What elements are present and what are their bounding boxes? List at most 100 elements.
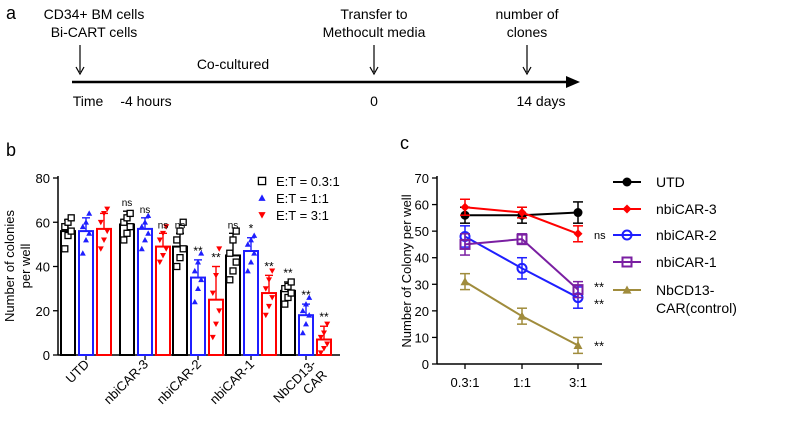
down-arrow-start-head [75, 66, 85, 76]
bar-data-point [303, 301, 309, 307]
bar-data-point [83, 236, 89, 243]
bar-data-point [299, 329, 306, 336]
line-data-point [516, 262, 528, 274]
bar [137, 227, 153, 356]
bar-data-point [163, 246, 170, 252]
line-y-tick-label: 60 [415, 198, 429, 213]
bar-data-point [287, 278, 295, 286]
bar-y-axis-label-line: Number of colonies [2, 210, 17, 322]
bar-legend-label: E:T = 1:1 [276, 191, 329, 206]
timeline-panel: CD34+ BM cells Bi-CART cells Transfer to… [44, 6, 580, 109]
bar-chart: 0 20 40 60 80 Number of coloniesper well UTD nb… [2, 171, 340, 407]
bar-data-point [303, 321, 309, 327]
line-significance-label: ** [594, 338, 604, 353]
line-legend-label: nbiCAR-3 [656, 201, 717, 217]
bar-data-point [156, 259, 163, 266]
bar-data-point [97, 246, 104, 252]
bar-significance-label: ** [264, 259, 274, 273]
bar-data-point [79, 223, 86, 230]
bar-data-point [67, 227, 75, 235]
bar-significance-label: ns [175, 220, 186, 231]
line-data-point [572, 284, 584, 296]
line-legend-label: nbiCAR-1 [656, 254, 717, 270]
bar-data-point [101, 237, 107, 243]
timeline-minus4h-label: -4 hours [120, 93, 171, 109]
bar-data-point [104, 206, 111, 212]
bar-data-point [86, 230, 93, 236]
line-data-point [459, 238, 471, 250]
line-legend-label: nbiCAR-2 [656, 227, 717, 243]
bar-data-point [156, 237, 163, 243]
bar-data-point [138, 245, 145, 252]
bar-significance-label: ** [319, 310, 329, 324]
bar-y-tick-label: 0 [43, 348, 50, 363]
timeline-top-left-line2: Bi-CART cells [51, 24, 138, 40]
bar-y-axis-label: Number of coloniesper well [2, 210, 33, 322]
bar-data-point [262, 286, 269, 292]
line-y-tick-label: 50 [415, 224, 429, 239]
bar [261, 292, 277, 356]
bar-data-point [142, 236, 148, 243]
line-y-tick-label: 20 [415, 304, 429, 319]
line-legend-marker [622, 204, 632, 214]
timeline-14days-label: 14 days [516, 93, 565, 109]
bar-data-point [216, 308, 223, 314]
bar-data-point [173, 236, 181, 244]
bar-data-point [173, 262, 181, 271]
bar-data-point [324, 341, 331, 347]
bar-data-point [266, 303, 272, 310]
bar-data-point [191, 298, 198, 305]
bar-data-point [287, 289, 295, 297]
line-data-point [516, 233, 528, 245]
line-legend-marker [621, 229, 633, 241]
bar-data-point [248, 236, 254, 243]
bar-data-point [101, 211, 107, 217]
bar-data-point [317, 334, 324, 341]
bar-significance-label: ** [283, 266, 293, 280]
line-y-tick-label: 30 [415, 277, 429, 292]
timeline-top-right-line1: number of [495, 6, 558, 22]
bar-data-point [120, 236, 128, 244]
bar-data-point [104, 228, 111, 235]
panel-label-c: c [400, 133, 409, 153]
bar-data-point [229, 236, 237, 244]
bar-data-point [281, 300, 289, 308]
down-arrow-end-head [522, 66, 532, 76]
line-x-tick-label: 3:1 [569, 375, 587, 390]
line-legend-marker [622, 285, 632, 294]
line-significance-label: ** [594, 297, 604, 312]
bar-data-point [160, 253, 166, 259]
bar-significance-label: ** [301, 288, 311, 302]
line-y-axis-label: Number of Colony per well [399, 194, 414, 347]
bar-significance-label: ns [122, 198, 133, 209]
bar-data-point [209, 290, 216, 297]
line-chart: 0 10 20 30 40 50 60 70 0.3:1 1:1 3:1 Number of Colo… [399, 171, 737, 390]
down-arrow-transfer-head [369, 66, 379, 76]
bar-data-point [179, 245, 187, 253]
bar-data-point [226, 276, 234, 284]
bar-data-point [176, 253, 184, 262]
bar-legend-label: E:T = 0.3:1 [276, 174, 340, 189]
bar-data-point [213, 272, 219, 279]
line-data-point [573, 340, 583, 349]
bar-data-point [324, 321, 331, 328]
bar-x-tick-label-line: UTD [63, 357, 92, 386]
bar-data-point [86, 210, 93, 216]
line-legend-label: UTD [656, 174, 685, 190]
timeline-top-mid-line2: Methocult media [323, 24, 426, 40]
line-significance-label: ** [594, 280, 604, 295]
line-y-tick-label: 10 [415, 330, 429, 345]
bar-data-point [145, 230, 152, 236]
timeline-middle-label: Co-cultured [197, 56, 269, 72]
line-x-tick-label: 0.3:1 [451, 375, 480, 390]
bar [78, 230, 94, 357]
bar-data-point [321, 345, 327, 352]
bar-data-point [79, 250, 86, 256]
line-legend-marker [622, 177, 632, 187]
bar-x-tick-label: nbiCAR-3 [101, 357, 151, 407]
bar-data-point [67, 214, 75, 222]
line-x-tick-label: 1:1 [513, 375, 531, 390]
timeline-top-mid-line1: Transfer to [340, 6, 407, 22]
bar-y-axis-label-line: per well [18, 243, 33, 288]
